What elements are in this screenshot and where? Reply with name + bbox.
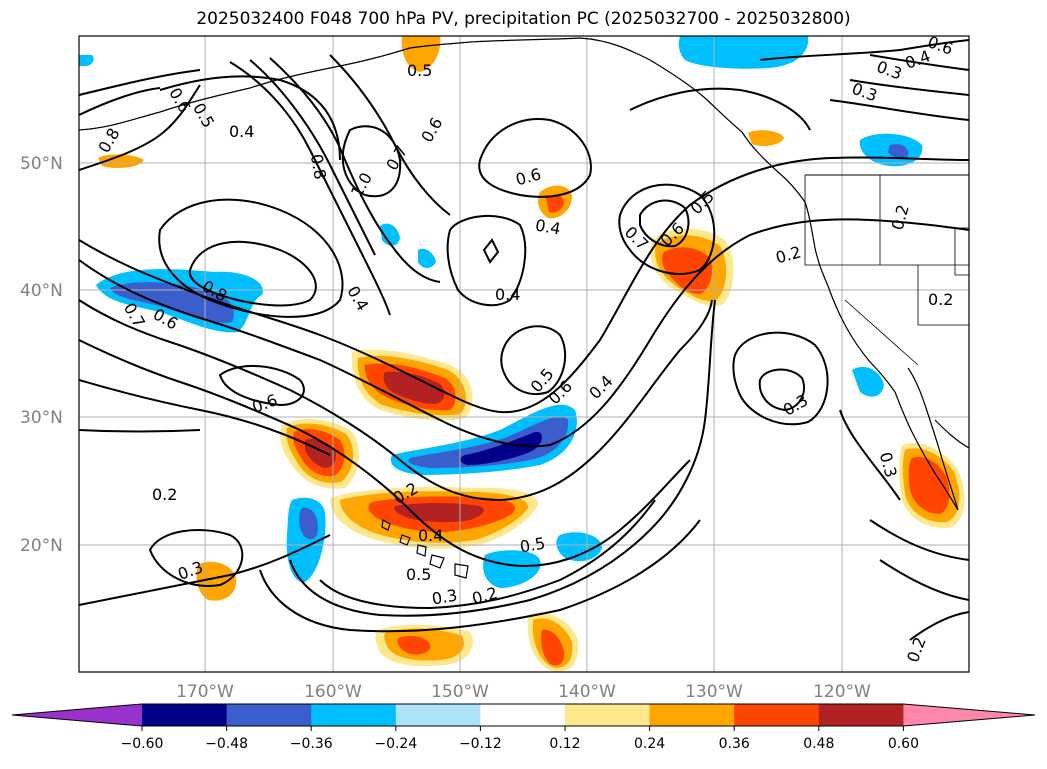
contour-label: 0.4 <box>534 215 562 238</box>
colorbar-tick-label: 0.60 <box>888 736 919 752</box>
colorbar-extend-high <box>903 704 1035 726</box>
lon-label-130w: 130°W <box>685 682 743 702</box>
colorbar-tick-label: −0.24 <box>374 736 417 752</box>
lat-label-30n: 30°N <box>20 408 63 428</box>
colorbar-swatch <box>818 704 904 726</box>
map-frame <box>78 35 970 673</box>
colorbar-swatch <box>311 704 397 726</box>
colorbar-tick-label: −0.12 <box>459 736 502 752</box>
contour-label: 0.4 <box>229 122 254 141</box>
precip-shading <box>79 36 965 672</box>
lon-label-170w: 170°W <box>176 682 234 702</box>
contour-label: 0.8 <box>307 153 330 181</box>
lat-label-40n: 40°N <box>20 281 63 301</box>
lon-label-160w: 160°W <box>304 682 362 702</box>
figure-title: 2025032400 F048 700 hPa PV, precipitatio… <box>196 9 851 29</box>
colorbar-swatch <box>734 704 820 726</box>
colorbar-swatch <box>142 704 228 726</box>
colorbar-swatch <box>480 704 566 726</box>
colorbar-tick-label: −0.48 <box>205 736 248 752</box>
colorbar-tick-label: 0.12 <box>549 736 580 752</box>
colorbar-swatch <box>395 704 481 726</box>
coastlines <box>79 37 969 579</box>
colorbar-tick-label: 0.48 <box>803 736 834 752</box>
colorbar-tick-label: 0.36 <box>719 736 750 752</box>
colorbar-swatch <box>565 704 651 726</box>
contour-label: 0.5 <box>406 565 431 584</box>
colorbar-tick-label: −0.60 <box>121 736 164 752</box>
lon-label-120w: 120°W <box>813 682 871 702</box>
colorbar: −0.60 −0.48 −0.36 −0.24 −0.12 0.12 0.24 0.36 0.4… <box>11 703 1036 752</box>
lon-label-150w: 150°W <box>431 682 489 702</box>
colorbar-extend-low <box>12 704 142 726</box>
pv-contours <box>79 39 969 641</box>
contour-label: 0.4 <box>418 526 443 545</box>
contour-label: 0.2 <box>928 290 953 309</box>
contour-label: 0.5 <box>407 61 432 80</box>
contour-label: 0.3 <box>430 585 458 608</box>
contour-label: 0.2 <box>152 485 177 504</box>
map-panel: 0.6 0.8 0.4 0.5 0.7 0.6 0.8 1.0 0.6 0.5 … <box>79 36 969 672</box>
colorbar-swatch <box>649 704 735 726</box>
lat-label-20n: 20°N <box>20 536 63 556</box>
contour-label: 0.4 <box>495 285 520 304</box>
colorbar-swatch <box>226 704 312 726</box>
longitude-labels: 170°W 160°W 150°W 140°W 130°W 120°W <box>176 682 871 702</box>
colorbar-tick-label: 0.24 <box>634 736 665 752</box>
lon-label-140w: 140°W <box>558 682 616 702</box>
lat-label-50n: 50°N <box>20 154 63 174</box>
contour-label: 0.5 <box>518 533 546 556</box>
colorbar-tick-label: −0.36 <box>290 736 333 752</box>
latitude-labels: 50°N 40°N 30°N 20°N <box>20 154 63 556</box>
graticule <box>79 36 969 672</box>
